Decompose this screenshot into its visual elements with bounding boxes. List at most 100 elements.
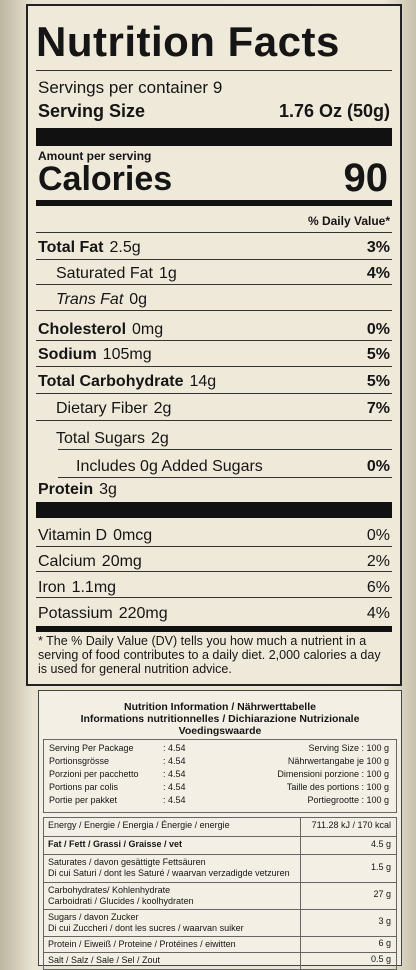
medium-bar [36,626,392,632]
nutrient-value: 1.5 g [370,861,391,872]
nutrient-name: Dietary Fiber [56,400,148,417]
nutrient-row: Total Fat 2.5g 3% [38,238,390,258]
nutrient-amount: 1.1mg [71,579,117,596]
nutrient-value: 27 g [373,889,391,899]
rule [58,449,392,450]
nutrient-name: Saturates / davon gesättigte Fettsäuren [48,857,206,867]
nutrient-name: Fat / Fett / Grassi / Graisse / vet [48,839,183,849]
nutrient-name: Di cui Zuccheri / dont les sucres / waar… [48,923,244,933]
calories-value: 90 [343,156,389,200]
nutrition-facts-label: Nutrition Facts Servings per container 9… [26,4,402,686]
nutrient-name: Cholesterol [38,321,127,338]
thick-bar [36,502,392,518]
rule [36,393,392,394]
nutrient-name: Carbohydrates/ Kohlenhydrate [48,885,171,895]
rule [36,259,392,260]
info-box [43,739,397,813]
nutrient-amount: 0mcg [113,527,153,544]
nutrient-row: Iron 1.1mg 6% [38,578,390,598]
eu-nutrition-label: Nutrition Information / Nährwerttabelle I… [38,690,402,970]
daily-value: 5% [366,373,390,390]
nutrient-row: Includes 0g Added Sugars 0% [76,457,390,477]
medium-bar [36,200,392,206]
serving-value: : 4.54 [163,743,186,753]
rule [36,366,392,367]
nutrient-name: Protein [38,481,94,498]
nutrient-row: Calcium 20mg 2% [38,552,390,572]
serving-size: Taille des portions : 100 g [286,782,389,792]
daily-value: 4% [366,605,390,622]
nutrient-row: Saturated Fat 1g 4% [56,264,390,284]
nutrient-value: 6 g [378,937,391,948]
serving-size-value: 1.76 Oz (50g) [278,101,390,121]
heading: Voedingswaarde [178,725,262,737]
servings: Servings per container 9 [38,78,223,97]
rule [36,571,392,572]
nutrient-row: Cholesterol 0mg 0% [38,320,390,340]
serving-label: Serving Per Package [49,743,134,753]
serving-label: Porzioni per pacchetto [49,769,139,779]
nutrient-amount: 1g [158,265,177,282]
nutrient-value: 711.28 kJ / 170 kcal [311,820,391,830]
nutrient-name: Energy / Energie / Energia / Énergie / e… [48,820,230,830]
daily-value: 6% [366,579,390,596]
nutrient-row: Sodium 105mg 5% [38,345,390,365]
nutrient-name: Protein / Eiweiß / Proteine / Protéines … [48,939,236,949]
serving-label: Portions par colis [49,782,119,792]
daily-value: 7% [366,400,390,417]
serving-label: Portie per pakket [49,795,118,805]
nutrient-amount: 220mg [118,605,168,622]
rule [36,284,392,285]
rule [36,340,392,341]
nutrient-name: Sugars / davon Zucker [48,912,139,922]
nutrient-name: Saturated Fat [56,265,153,282]
nutrient-amount: 14g [189,373,217,390]
nutrient-name: Calcium [38,553,96,570]
nutrient-row: Dietary Fiber 2g 7% [56,399,390,419]
nutrient-value: 0.5 g [370,954,391,964]
nutrient-value: 4.5 g [370,838,391,849]
nutrient-row: Total Carbohydrate 14g 5% [38,372,390,392]
nutrient-name: Includes 0g Added Sugars [76,458,263,475]
rule [36,597,392,598]
serving-value: : 4.54 [163,769,186,779]
daily-value: 0% [366,527,390,544]
daily-value: 3% [366,239,390,256]
nutrient-name: Carboidrati / Glucides / koolhydraten [48,896,194,906]
nutrient-row: Trans Fat 0g [56,290,390,310]
nutrient-name: Total Fat [38,239,104,256]
nutrient-name: Di cui Saturi / dont les Saturé / waarva… [48,868,290,878]
serving-size: Portiegrootte : 100 g [307,795,389,805]
nutrient-row: Total Sugars 2g [56,429,390,449]
nutrient-amount: 0g [129,291,148,308]
nutrient-amount: 2g [153,400,172,417]
nutrient-name: Potassium [38,605,113,622]
heading: Informations nutritionnelles / Dichiaraz… [80,713,360,725]
nutrient-row: Vitamin D 0mcg 0% [38,526,390,546]
footnote: * The % Daily Value (DV) tells you how m… [38,634,381,676]
dv-header: % Daily Value* [307,214,390,228]
nutrient-value: 3 g [378,916,391,926]
serving-size: Serving Size : 100 g [308,743,389,753]
rule [36,70,392,71]
serving-size: Dimensioni porzione : 100 g [277,769,389,779]
serving-value: : 4.54 [163,782,186,792]
nutrient-name: Total Carbohydrate [38,373,184,390]
serving-value: : 4.54 [163,795,186,805]
thick-bar [36,128,392,146]
nutrient-name: Iron [38,579,66,596]
rule [36,420,392,421]
daily-value: 0% [366,458,390,475]
rule [36,232,392,233]
calories-label: Calories [38,160,173,198]
nutrient-name: Total Sugars [56,430,145,447]
daily-value: 4% [366,265,390,282]
title: Nutrition Facts [36,18,340,65]
amount-per-serving: Amount per serving [38,149,152,163]
serving-value: : 4.54 [163,756,186,766]
nutrient-name: Salt / Salz / Sale / Sel / Zout [48,955,161,965]
nutrient-amount: 0mg [132,321,164,338]
nutrient-amount: 2.5g [109,239,141,256]
nutrient-row: Protein 3g [38,480,390,500]
